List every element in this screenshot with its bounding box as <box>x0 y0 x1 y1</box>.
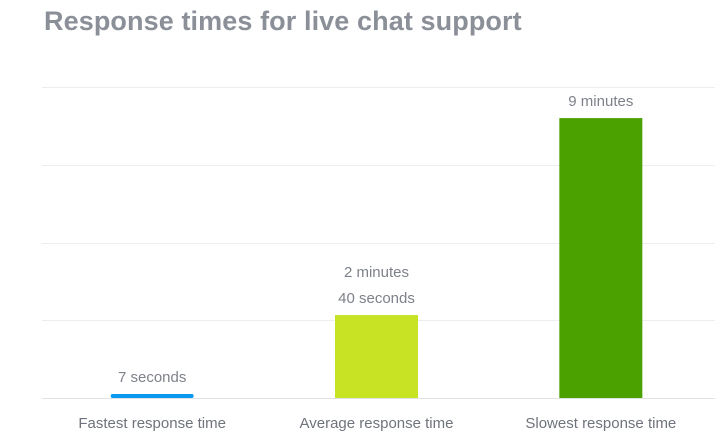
chart-title: Response times for live chat support <box>44 6 522 36</box>
category-label: Average response time <box>300 415 454 432</box>
category-label: Fastest response time <box>78 415 226 432</box>
category-label: Slowest response time <box>525 415 676 432</box>
data-label: 2 minutes <box>344 264 409 281</box>
bar-0 <box>110 394 194 398</box>
bars <box>110 118 643 398</box>
data-label: 9 minutes <box>568 93 633 110</box>
data-label: 40 seconds <box>338 290 415 307</box>
data-labels: 7 seconds 2 minutes 40 seconds 9 minutes <box>118 93 633 386</box>
category-labels: Fastest response time Average response ti… <box>78 415 676 432</box>
bar-1 <box>335 315 418 398</box>
data-label: 7 seconds <box>118 369 186 386</box>
bar-2 <box>559 118 643 398</box>
